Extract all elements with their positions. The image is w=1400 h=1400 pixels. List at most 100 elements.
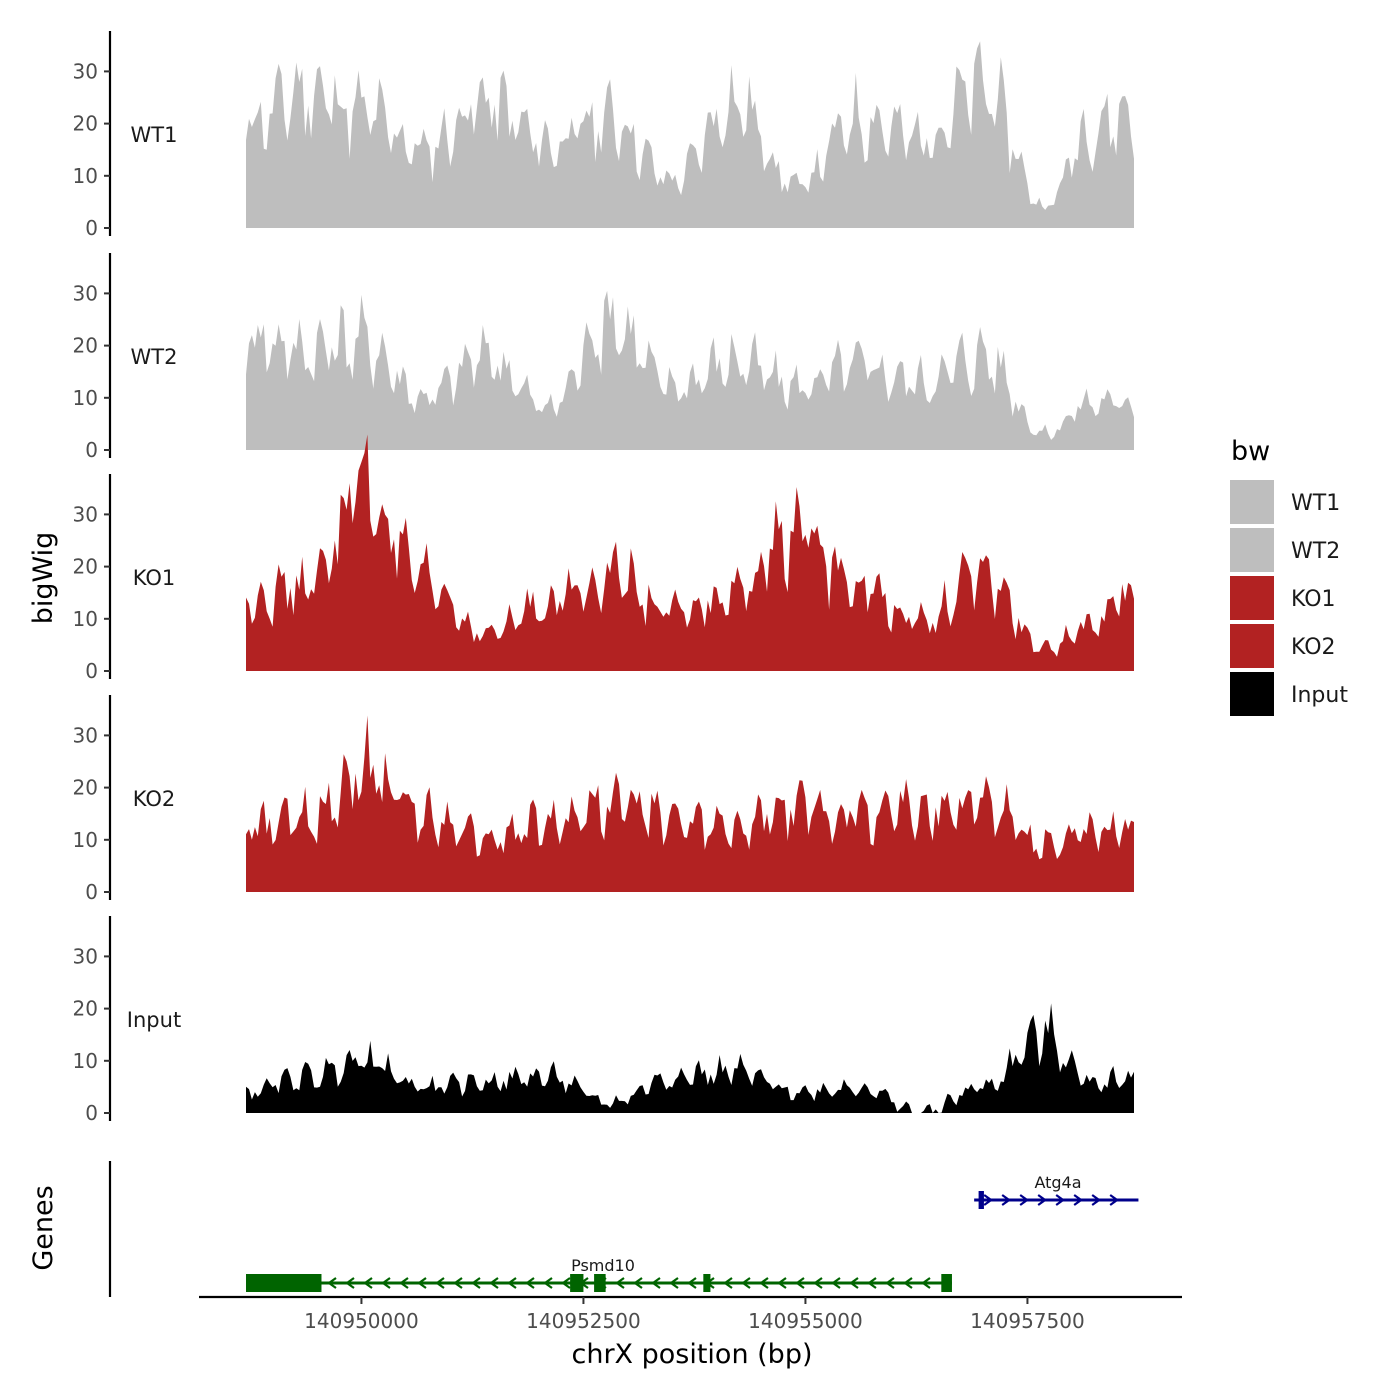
legend-item-wt1: WT1 bbox=[1230, 480, 1340, 524]
strand-arrow bbox=[417, 1277, 427, 1289]
strand-arrow bbox=[453, 1277, 463, 1289]
track-label-wt2: WT2 bbox=[131, 345, 178, 369]
y-tick-label: 0 bbox=[85, 1101, 98, 1125]
legend-item-ko1: KO1 bbox=[1230, 576, 1336, 620]
track-ko2: 0 10 20 30 KO2 bbox=[73, 695, 1134, 904]
y-axis-title: bigWig bbox=[28, 532, 59, 625]
legend: WT1 WT2 KO1 KO2 Input bbox=[1230, 480, 1348, 716]
y-tick-label: 10 bbox=[73, 1049, 98, 1073]
strand-arrow bbox=[327, 1277, 337, 1289]
area-input bbox=[246, 1003, 1134, 1113]
strand-arrow bbox=[1109, 1194, 1120, 1206]
y-tick-label: 30 bbox=[73, 723, 98, 747]
legend-item-ko2: KO2 bbox=[1230, 624, 1336, 668]
strand-arrow bbox=[561, 1277, 571, 1289]
strand-arrow bbox=[507, 1277, 517, 1289]
legend-swatch bbox=[1230, 528, 1274, 572]
exon bbox=[570, 1274, 584, 1292]
genes-axis-title: Genes bbox=[28, 1185, 59, 1270]
legend-label: Input bbox=[1291, 683, 1348, 708]
strand-arrow bbox=[471, 1277, 481, 1289]
strand-arrow bbox=[741, 1277, 751, 1289]
strand-arrow bbox=[399, 1277, 409, 1289]
x-tick-label: 140952500 bbox=[526, 1309, 641, 1333]
gene-label-atg4a: Atg4a bbox=[1034, 1173, 1081, 1192]
strand-arrow bbox=[777, 1277, 787, 1289]
strand-arrow bbox=[651, 1277, 661, 1289]
y-tick-label: 30 bbox=[73, 59, 98, 83]
strand-arrow bbox=[633, 1277, 643, 1289]
gene-psmd10: Psmd10 bbox=[246, 1256, 952, 1292]
x-axis: 140950000 140952500 140955000 140957500 bbox=[199, 1295, 1182, 1333]
strand-arrow bbox=[723, 1277, 733, 1289]
y-tick-label: 10 bbox=[73, 164, 98, 188]
tracks-group: 0 10 20 30 WT1 0 10 20 30 WT2 0 10 20 30 KO1 0 10 20 30 KO2… bbox=[73, 31, 1134, 1125]
y-tick-label: 20 bbox=[73, 997, 98, 1021]
strand-arrow bbox=[813, 1277, 823, 1289]
strand-arrow bbox=[831, 1277, 841, 1289]
y-tick-label: 0 bbox=[85, 438, 98, 462]
area-wt2 bbox=[246, 290, 1134, 450]
y-tick-label: 10 bbox=[73, 607, 98, 631]
legend-label: KO2 bbox=[1291, 635, 1336, 660]
x-tick-label: 140957500 bbox=[970, 1309, 1085, 1333]
area-ko2 bbox=[246, 715, 1134, 892]
genes-group: Psmd10 Atg4a bbox=[108, 1161, 1139, 1297]
area-ko1 bbox=[246, 434, 1134, 671]
y-tick-label: 0 bbox=[85, 659, 98, 683]
legend-item-input: Input bbox=[1230, 672, 1348, 716]
exon bbox=[594, 1274, 606, 1292]
y-tick-label: 30 bbox=[73, 944, 98, 968]
strand-arrow bbox=[1091, 1194, 1102, 1206]
track-wt2: 0 10 20 30 WT2 bbox=[73, 253, 1134, 462]
strand-arrow bbox=[543, 1277, 553, 1289]
track-input: 0 10 20 30 Input bbox=[73, 916, 1134, 1125]
x-axis-title: chrX position (bp) bbox=[571, 1339, 812, 1370]
gene-label-psmd10: Psmd10 bbox=[571, 1256, 635, 1275]
strand-arrow bbox=[867, 1277, 877, 1289]
strand-arrow bbox=[669, 1277, 679, 1289]
strand-arrow bbox=[1001, 1194, 1012, 1206]
y-tick-label: 20 bbox=[73, 555, 98, 579]
track-label-ko1: KO1 bbox=[133, 566, 176, 590]
legend-label: WT1 bbox=[1291, 491, 1340, 516]
legend-swatch bbox=[1230, 672, 1274, 716]
y-tick-label: 0 bbox=[85, 880, 98, 904]
y-tick-label: 20 bbox=[73, 112, 98, 136]
exon bbox=[246, 1274, 322, 1292]
track-label-wt1: WT1 bbox=[131, 123, 178, 147]
strand-arrow bbox=[489, 1277, 499, 1289]
strand-arrow bbox=[983, 1194, 994, 1206]
strand-arrow bbox=[921, 1277, 931, 1289]
strand-arrow bbox=[795, 1277, 805, 1289]
strand-arrow bbox=[363, 1277, 373, 1289]
area-wt1 bbox=[246, 41, 1134, 229]
legend-swatch bbox=[1230, 480, 1274, 524]
strand-arrow bbox=[381, 1277, 391, 1289]
strand-arrow bbox=[849, 1277, 859, 1289]
legend-item-wt2: WT2 bbox=[1230, 528, 1340, 572]
track-label-input: Input bbox=[127, 1008, 181, 1032]
legend-label: KO1 bbox=[1291, 587, 1336, 612]
legend-title: bw bbox=[1231, 436, 1270, 467]
y-tick-label: 10 bbox=[73, 828, 98, 852]
strand-arrow bbox=[1037, 1194, 1048, 1206]
strand-arrow bbox=[903, 1277, 913, 1289]
strand-arrow bbox=[615, 1277, 625, 1289]
exon bbox=[703, 1274, 711, 1292]
y-tick-label: 20 bbox=[73, 776, 98, 800]
track-ko1: 0 10 20 30 KO1 bbox=[73, 434, 1134, 683]
strand-arrow bbox=[435, 1277, 445, 1289]
strand-arrow bbox=[1055, 1194, 1066, 1206]
y-tick-label: 30 bbox=[73, 502, 98, 526]
track-label-ko2: KO2 bbox=[133, 787, 176, 811]
strand-arrow bbox=[345, 1277, 355, 1289]
strand-arrow bbox=[525, 1277, 535, 1289]
exon bbox=[941, 1274, 952, 1292]
gene-atg4a: Atg4a bbox=[974, 1173, 1139, 1209]
exon bbox=[978, 1191, 984, 1209]
x-tick-label: 140955000 bbox=[748, 1309, 863, 1333]
y-tick-label: 20 bbox=[73, 334, 98, 358]
strand-arrow bbox=[885, 1277, 895, 1289]
